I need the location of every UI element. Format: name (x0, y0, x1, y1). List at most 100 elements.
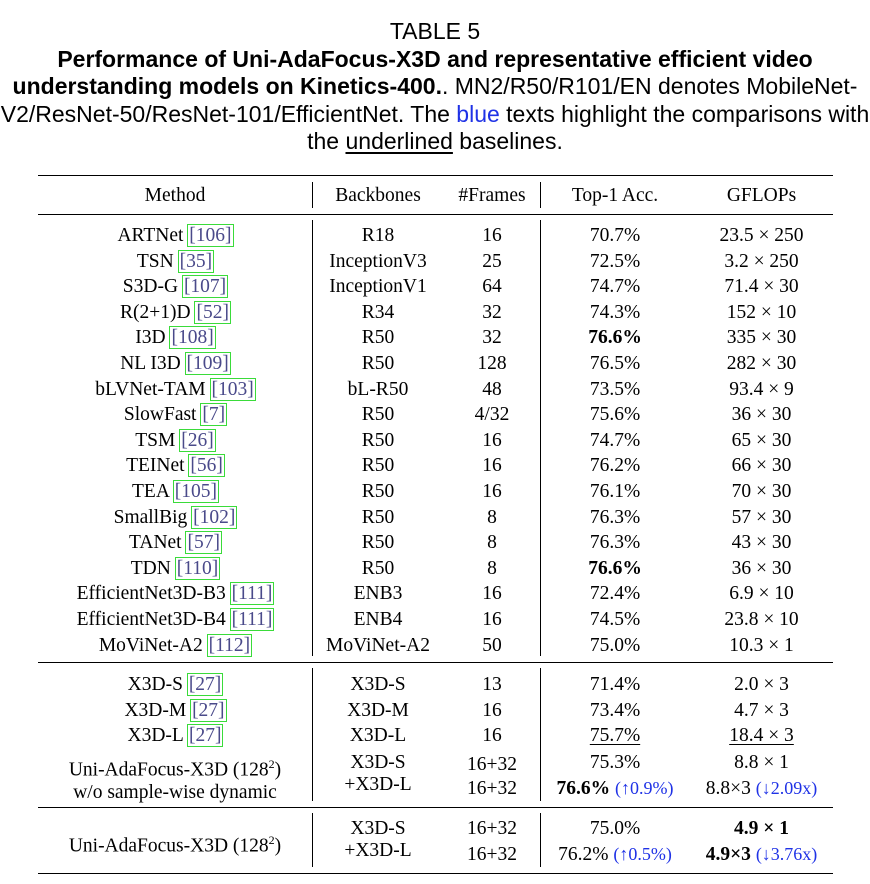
final-method-sup: 2 (268, 833, 275, 847)
method-name: X3D-M (124, 699, 192, 721)
final-gflops-2-value: 4.9×3 (705, 844, 751, 865)
ablation-frames-2: 16+32 (467, 778, 517, 799)
method-cell: EfficientNet3D-B4 [111] (38, 608, 312, 632)
bottom-rule (38, 873, 833, 874)
citation-link[interactable]: [27] (186, 673, 224, 696)
vline-g2-1 (312, 668, 313, 801)
citation-link[interactable]: [106] (187, 224, 234, 247)
final-gflops-2-delta: (↓3.76x) (755, 844, 818, 864)
citation-link[interactable]: [7] (200, 403, 228, 427)
citation-link[interactable]: [111] (229, 582, 275, 606)
citation-link[interactable]: [109] (184, 352, 231, 375)
vline-g3-2 (540, 813, 541, 867)
citation-link[interactable]: [27] (190, 698, 227, 722)
frames-cell: 8 (487, 557, 497, 579)
method-cell: TSM [26] (38, 428, 312, 453)
backbone-cell: R50 (361, 557, 395, 579)
ablation-backbone-2: +X3D-L (344, 774, 412, 795)
ablation-method: Uni-AdaFocus-X3D (1282) w/o sample-wise … (38, 753, 312, 804)
citation-link[interactable]: [57] (185, 531, 222, 555)
ablation-acc-2-value: 76.6% (556, 778, 611, 799)
citation-link[interactable]: [102] (191, 505, 238, 529)
frames-cell: 48 (482, 378, 502, 400)
top1-cell: 76.6% (588, 327, 642, 349)
citation-link[interactable]: [52] (194, 300, 231, 324)
gflops-cell: 70 × 30 (731, 481, 792, 502)
frames-cell: 16 (482, 699, 502, 721)
method-name: X3D-S (127, 674, 188, 695)
frames-cell: 13 (482, 674, 502, 695)
method-name: NL I3D (120, 353, 186, 374)
backbone-cell: ENB4 (353, 609, 403, 630)
top1-cell: 76.6% (588, 557, 642, 579)
citation-link[interactable]: [108] (169, 326, 216, 350)
method-cell: TEINet [56] (38, 454, 312, 478)
citation-link[interactable]: [35] (177, 249, 215, 273)
method-cell: ARTNet [106] (38, 224, 312, 248)
method-name: TEA (132, 481, 174, 502)
caption-desc-3: baselines. (452, 128, 563, 154)
gflops-cell: 23.5 × 250 (719, 225, 804, 246)
ablation-acc-2-delta: (↑0.9%) (615, 778, 674, 798)
final-gflops-1: 4.9 × 1 (734, 818, 789, 839)
final-acc-2: 76.2% (↑0.5%) (540, 842, 690, 867)
citation-link[interactable]: [111] (229, 608, 275, 631)
gflops-cell: 152 × 10 (726, 301, 797, 323)
backbone-cell: InceptionV3 (329, 250, 427, 272)
table-label: TABLE 5 (389, 18, 481, 44)
final-method-end: ) (274, 835, 282, 857)
method-name: EfficientNet3D-B4 (76, 609, 231, 630)
method-cell: X3D-L [27] (38, 724, 312, 748)
gflops-cell: 18.4 × 3 (729, 725, 794, 746)
final-frames-2: 16+32 (467, 844, 517, 865)
gflops-cell: 23.8 × 10 (724, 609, 799, 630)
frames-cell: 16 (482, 609, 502, 630)
frames-cell: 64 (482, 276, 502, 298)
backbone-cell: X3D-S (350, 674, 406, 695)
method-cell: TSN [35] (38, 249, 312, 274)
method-cell: R(2+1)D [52] (38, 300, 312, 325)
citation-link[interactable]: [105] (172, 480, 219, 503)
method-name: TSN (136, 250, 179, 272)
final-acc-1: 75.0% (589, 818, 641, 839)
method-name: TSM (135, 429, 181, 451)
ablation-frames-1: 16+32 (467, 754, 517, 775)
citation-link[interactable]: [56] (188, 454, 225, 478)
method-cell: TEA [105] (38, 480, 312, 504)
top1-cell: 72.5% (589, 250, 641, 272)
citation-link[interactable]: [27] (186, 724, 224, 747)
citation-link[interactable]: [112] (206, 633, 253, 657)
top1-cell: 76.2% (589, 455, 641, 477)
vline-header-2 (540, 182, 541, 208)
caption-blue-word: blue (456, 100, 500, 127)
header-backbones: Backbones (335, 185, 421, 206)
ablation-gflops-2-value: 8.8×3 (705, 778, 751, 799)
backbone-cell: X3D-M (347, 699, 409, 721)
method-cell: X3D-S [27] (38, 673, 312, 697)
backbone-cell: R50 (361, 481, 395, 502)
gflops-cell: 71.4 × 30 (724, 276, 799, 298)
citation-link[interactable]: [110] (174, 556, 221, 580)
backbone-cell: InceptionV1 (329, 276, 427, 298)
method-name: SlowFast (123, 404, 202, 426)
citation-link[interactable]: [107] (181, 275, 229, 299)
frames-cell: 16 (482, 725, 502, 746)
method-cell: bLVNet-TAM [103] (38, 377, 312, 402)
vline-g3-1 (312, 813, 313, 867)
frames-cell: 50 (482, 634, 502, 656)
backbone-cell: R50 (361, 429, 395, 451)
backbone-cell: bL-R50 (347, 378, 409, 400)
caption-desc-1: MN2/R50/R101/EN denotes MobileNet-V2/Res… (0, 73, 858, 127)
top1-cell: 76.3% (589, 506, 641, 528)
top1-cell: 71.4% (589, 674, 641, 695)
backbone-cell: R50 (361, 353, 395, 374)
frames-cell: 16 (482, 583, 502, 605)
frames-cell: 8 (487, 506, 497, 528)
top1-cell: 70.7% (589, 225, 641, 246)
final-frames-1: 16+32 (467, 818, 517, 839)
citation-link[interactable]: [103] (209, 377, 256, 401)
citation-link[interactable]: [26] (179, 428, 216, 452)
top1-cell: 74.5% (589, 609, 641, 630)
final-backbone-2: +X3D-L (344, 840, 412, 861)
backbone-cell: R18 (361, 225, 395, 246)
